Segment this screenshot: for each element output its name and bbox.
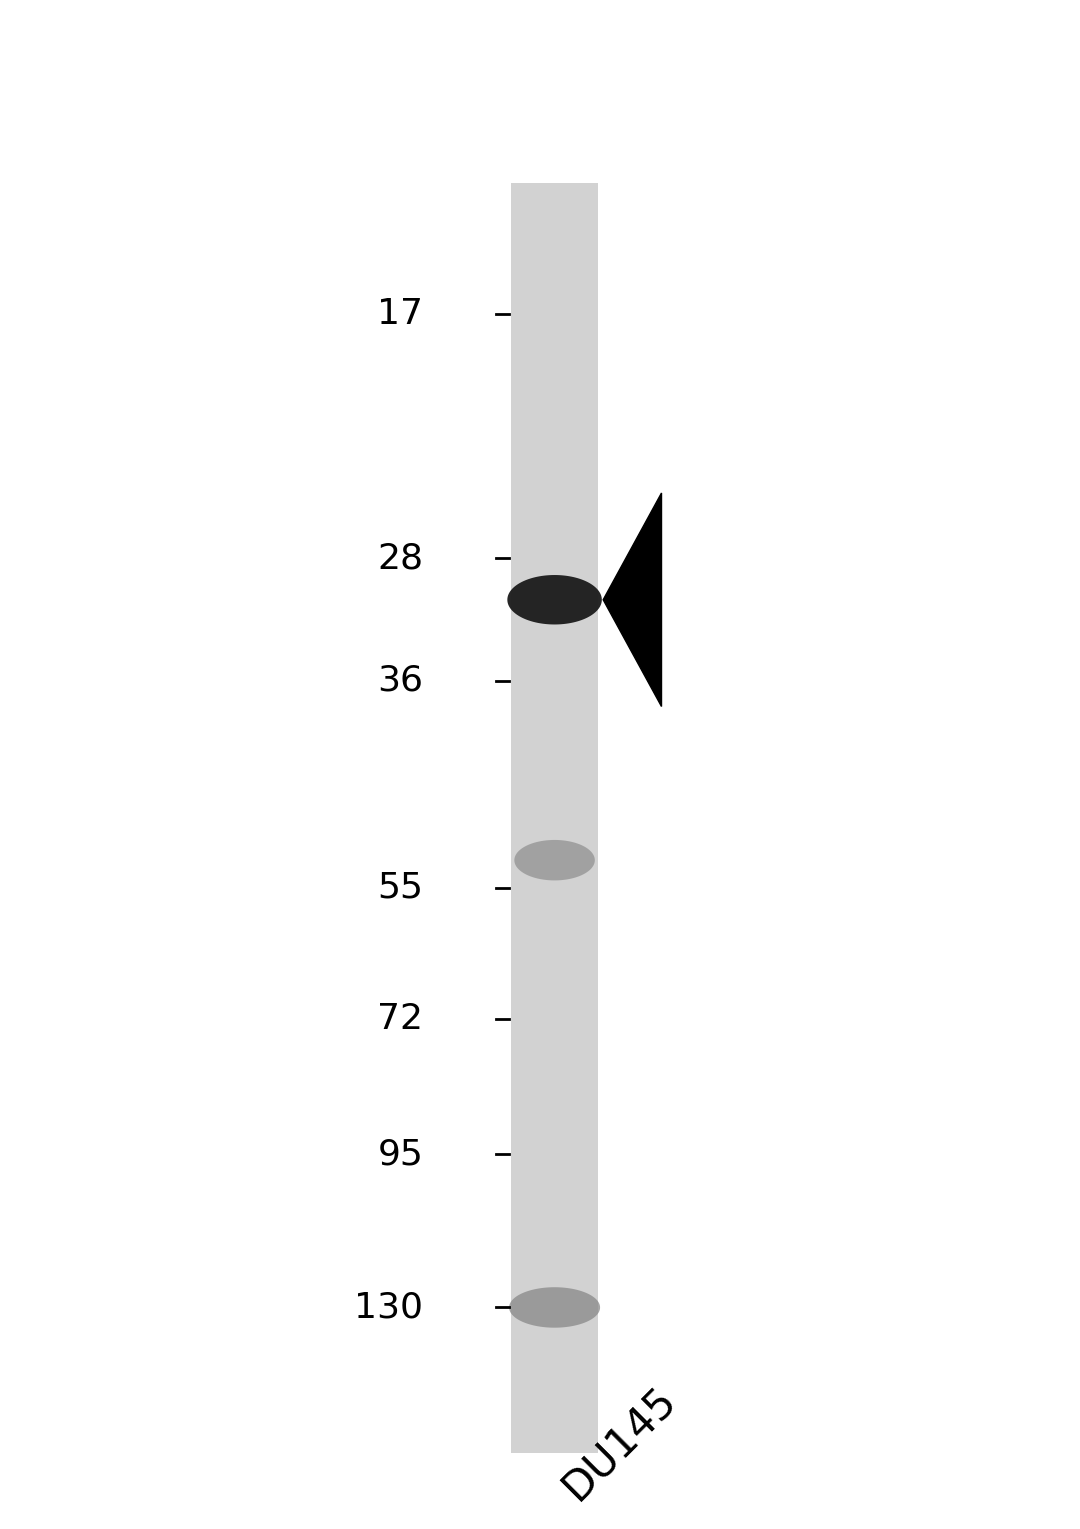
Text: 72: 72	[377, 1001, 423, 1037]
Polygon shape	[508, 575, 602, 624]
Polygon shape	[509, 1287, 600, 1327]
Text: 130: 130	[354, 1290, 423, 1324]
Text: 95: 95	[378, 1138, 423, 1171]
Text: 55: 55	[377, 870, 423, 905]
Text: 17: 17	[377, 298, 423, 332]
Polygon shape	[603, 492, 661, 706]
Text: 36: 36	[377, 664, 423, 697]
Polygon shape	[514, 839, 595, 881]
Text: 28: 28	[377, 541, 423, 575]
Text: DU145: DU145	[554, 1378, 685, 1508]
Bar	[511, 183, 598, 1453]
